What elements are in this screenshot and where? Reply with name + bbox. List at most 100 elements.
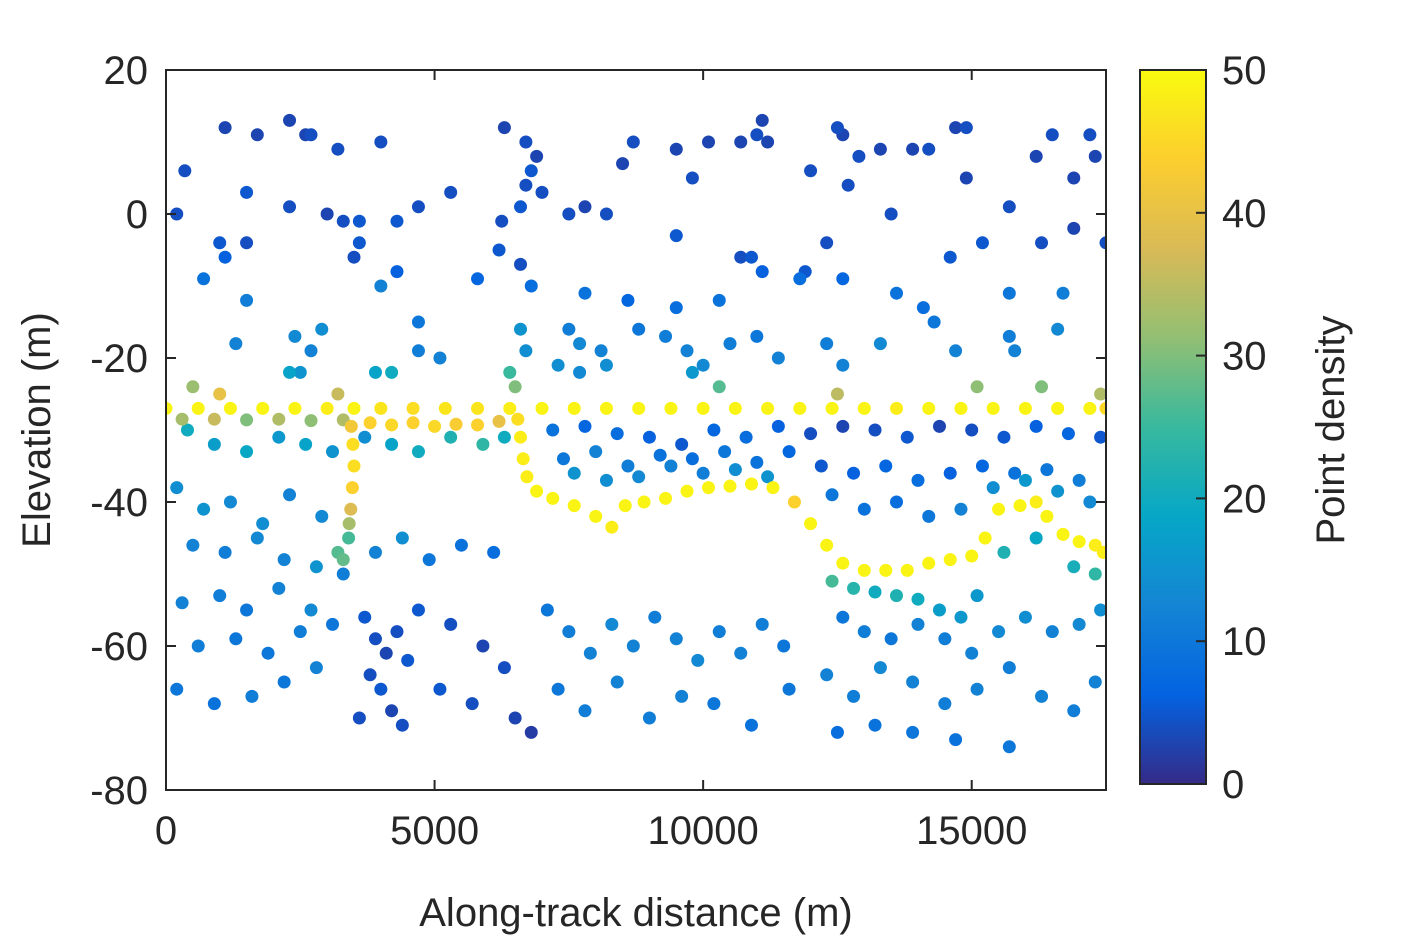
y-axis: -80 -60 -40 -20 0 20 [90, 49, 1106, 813]
data-point [444, 617, 458, 631]
data-point [943, 250, 957, 264]
data-point [578, 419, 592, 433]
data-point [873, 337, 887, 351]
data-point [932, 419, 946, 433]
data-point [1099, 236, 1106, 250]
data-point [970, 380, 984, 394]
data-point [890, 589, 904, 603]
data-point [685, 365, 699, 379]
data-point [299, 437, 313, 451]
data-point [261, 646, 275, 660]
data-point [556, 452, 570, 466]
data-point [1002, 286, 1016, 300]
data-point [825, 574, 839, 588]
data-point [857, 401, 871, 415]
data-point [1002, 200, 1016, 214]
data-point [511, 412, 525, 426]
data-point [476, 437, 490, 451]
data-point [304, 344, 318, 358]
data-point [385, 365, 399, 379]
data-point [750, 128, 764, 142]
data-point [218, 250, 232, 264]
data-point [186, 380, 200, 394]
data-point [1083, 495, 1097, 509]
data-point [277, 553, 291, 567]
data-point [911, 592, 925, 606]
data-point [288, 329, 302, 343]
data-point [820, 337, 834, 351]
data-point [256, 517, 270, 531]
data-point [535, 401, 549, 415]
data-point [213, 589, 227, 603]
data-point [578, 200, 592, 214]
data-point [240, 413, 254, 427]
data-point [433, 682, 447, 696]
data-point [997, 430, 1011, 444]
data-point [530, 149, 544, 163]
data-point [352, 214, 366, 228]
colorbar-axis: 0 10 20 30 40 50 [1196, 49, 1267, 807]
data-point [669, 229, 683, 243]
data-point [320, 207, 334, 221]
data-point [669, 632, 683, 646]
data-point [750, 329, 764, 343]
data-point [1035, 689, 1049, 703]
data-point [166, 401, 173, 415]
data-point [830, 387, 844, 401]
data-point [680, 484, 694, 498]
data-point [1013, 499, 1027, 513]
data-point [320, 401, 334, 415]
data-point [621, 459, 635, 473]
data-point [868, 423, 882, 437]
data-point [551, 682, 565, 696]
data-point [454, 538, 468, 552]
data-point [1018, 473, 1032, 487]
data-point [922, 556, 936, 570]
data-point [250, 128, 264, 142]
data-point [562, 322, 576, 336]
data-point [1029, 419, 1043, 433]
data-point [213, 387, 227, 401]
colorbar-tick-label: 50 [1222, 49, 1267, 93]
data-point [390, 265, 404, 279]
data-point [546, 423, 560, 437]
data-point [524, 279, 538, 293]
data-point [304, 128, 318, 142]
data-point [352, 711, 366, 725]
data-point [229, 337, 243, 351]
data-point [836, 272, 850, 286]
data-point [514, 200, 528, 214]
data-point [363, 668, 377, 682]
data-point [1008, 466, 1022, 480]
data-point [712, 293, 726, 307]
data-point [959, 121, 973, 135]
data-point [368, 632, 382, 646]
y-tick-label: -60 [90, 625, 148, 669]
data-point [761, 470, 775, 484]
data-point [578, 286, 592, 300]
data-point [170, 481, 184, 495]
data-point [890, 401, 904, 415]
data-point [288, 401, 302, 415]
data-point [787, 495, 801, 509]
data-point [820, 668, 834, 682]
data-point [916, 301, 930, 315]
data-point [1018, 401, 1032, 415]
data-point [449, 417, 463, 431]
data-point [761, 135, 775, 149]
data-point [283, 200, 297, 214]
data-point [1035, 236, 1049, 250]
data-point [471, 401, 485, 415]
data-point [857, 502, 871, 516]
data-point [186, 538, 200, 552]
data-point [804, 517, 818, 531]
data-point [1083, 401, 1097, 415]
data-point [1051, 322, 1065, 336]
data-point [191, 401, 205, 415]
data-point [1094, 430, 1106, 444]
data-point [315, 322, 329, 336]
data-point [605, 617, 619, 631]
data-point [1099, 401, 1106, 415]
data-point [207, 437, 221, 451]
data-point [943, 466, 957, 480]
